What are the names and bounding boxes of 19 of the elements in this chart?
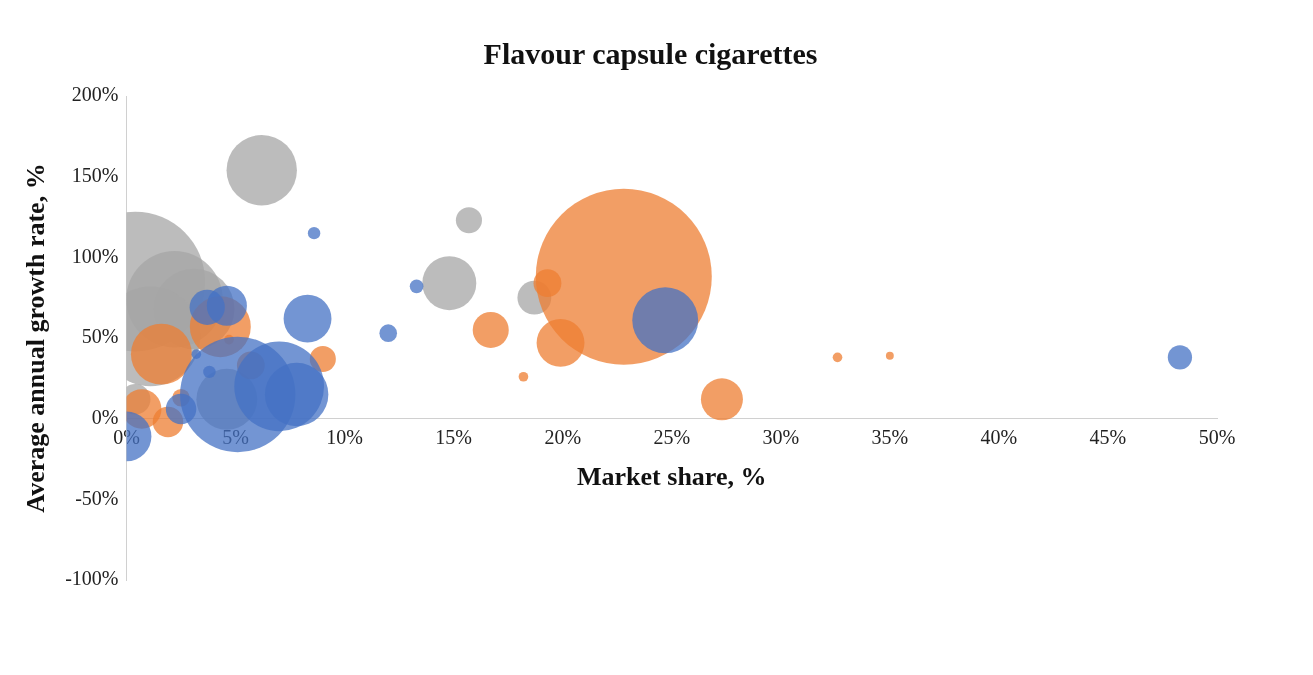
x-tick-label: 45% bbox=[1089, 425, 1127, 448]
x-tick-label: 10% bbox=[326, 425, 363, 448]
x-tick-label: 15% bbox=[435, 425, 472, 448]
y-tick-label: 0% bbox=[91, 405, 119, 428]
y-tick-label: -100% bbox=[65, 567, 119, 590]
y-tick-label: 150% bbox=[71, 163, 119, 186]
x-tick-label: 35% bbox=[871, 425, 909, 448]
y-tick-label: 200% bbox=[71, 83, 119, 106]
y-tick-label: -50% bbox=[75, 486, 119, 509]
x-tick-label: 50% bbox=[1198, 425, 1236, 448]
x-axis-title: Market share, % bbox=[577, 461, 767, 491]
y-tick-label: 50% bbox=[81, 325, 119, 348]
x-tick-label: 20% bbox=[544, 425, 582, 448]
x-tick-label: 25% bbox=[653, 425, 691, 448]
y-axis-title: Average annual growth rate, % bbox=[21, 163, 51, 513]
x-tick-label: 30% bbox=[762, 425, 800, 448]
y-tick-label: 100% bbox=[71, 244, 119, 267]
chart-title: Flavour capsule cigarettes bbox=[483, 36, 818, 70]
x-tick-label: 40% bbox=[980, 425, 1018, 448]
